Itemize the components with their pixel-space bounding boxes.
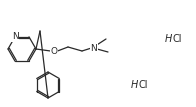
- Text: Cl: Cl: [139, 80, 149, 90]
- Text: H: H: [165, 34, 172, 44]
- Text: Cl: Cl: [173, 34, 182, 44]
- Text: O: O: [51, 47, 57, 56]
- Text: H: H: [131, 80, 138, 90]
- Text: N: N: [91, 44, 97, 53]
- Text: N: N: [12, 32, 18, 41]
